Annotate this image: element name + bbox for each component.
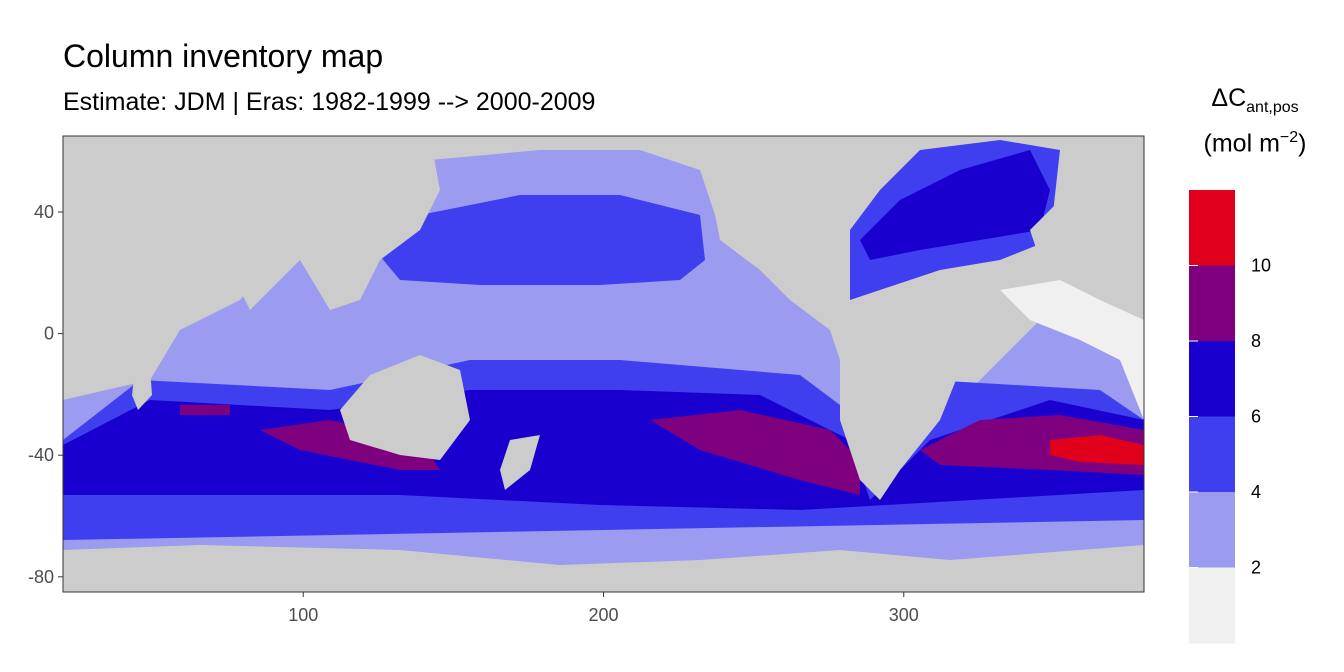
x-tick-label: 100 xyxy=(288,605,318,625)
legend-labels: 10 8 6 4 2 xyxy=(1189,256,1271,578)
legend-swatch xyxy=(1189,492,1235,568)
legend-swatch xyxy=(1189,567,1235,644)
legend-title-subscript: ant,pos xyxy=(1246,99,1299,116)
land-australia xyxy=(340,355,470,460)
north-atlantic-core xyxy=(860,150,1050,260)
legend-swatch xyxy=(1189,265,1235,342)
legend-break-label: 4 xyxy=(1251,482,1261,502)
y-tick-label: 0 xyxy=(44,324,54,344)
legend-break-label: 6 xyxy=(1251,407,1261,427)
chart-title: Column inventory map xyxy=(63,38,384,74)
land-asia xyxy=(230,136,440,310)
legend-swatch xyxy=(1189,341,1235,417)
legend-colorbar xyxy=(1189,190,1235,644)
chart-subtitle: Estimate: JDM | Eras: 1982-1999 --> 2000… xyxy=(63,88,596,116)
legend-break-label: 10 xyxy=(1251,256,1271,276)
y-tick-label: -40 xyxy=(28,445,54,465)
x-tick-label: 200 xyxy=(588,605,618,625)
legend-swatch xyxy=(1189,190,1235,266)
legend-title: ΔCant,pos (mol m−2) xyxy=(1190,84,1320,158)
land-americas xyxy=(700,136,960,500)
ocean-layer xyxy=(63,136,1144,592)
map-panel xyxy=(62,135,1145,593)
south-indian-max xyxy=(260,420,440,470)
legend-unit-prefix: (mol m xyxy=(1203,129,1280,158)
southern-deep-band xyxy=(63,390,1144,510)
south-atlantic-peak xyxy=(1050,435,1144,465)
land-madagascar xyxy=(132,368,152,410)
x-axis: 100 200 300 xyxy=(288,592,919,625)
y-tick-label: 40 xyxy=(34,202,54,222)
land-europe-africa-east xyxy=(1030,136,1144,280)
legend-unit-exponent: −2 xyxy=(1279,129,1299,146)
land-new-zealand xyxy=(500,435,540,490)
legend-break-label: 8 xyxy=(1251,331,1261,351)
south-pacific-max xyxy=(650,410,860,495)
legend-title-main: ΔC xyxy=(1211,84,1247,112)
y-axis: 40 0 -40 -80 xyxy=(28,202,63,587)
land-west-africa xyxy=(1000,280,1144,420)
north-pacific-gyre xyxy=(375,195,705,285)
south-indian-max-west xyxy=(180,405,230,415)
legend-unit: (mol m−2) xyxy=(1190,129,1320,158)
x-tick-label: 300 xyxy=(889,605,919,625)
legend-swatch xyxy=(1189,416,1235,493)
land-antarctica xyxy=(63,545,1144,592)
y-tick-label: -80 xyxy=(28,567,54,587)
legend-unit-suffix: ) xyxy=(1298,129,1307,158)
legend-break-label: 2 xyxy=(1251,558,1261,578)
